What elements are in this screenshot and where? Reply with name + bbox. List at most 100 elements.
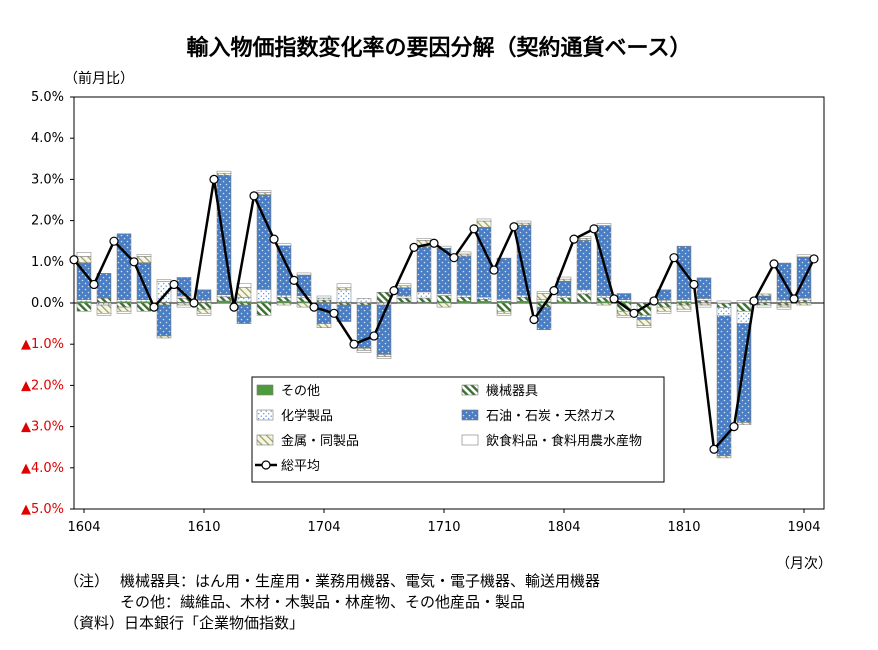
bar-chemical <box>436 293 452 296</box>
average-point <box>689 279 699 290</box>
bar-chemical <box>676 299 692 303</box>
bar-food <box>96 313 112 316</box>
bar-metal <box>276 302 292 306</box>
bar-chemical <box>456 294 472 298</box>
bar-metal <box>316 323 332 328</box>
bar-food <box>716 300 732 304</box>
average-point <box>309 302 319 312</box>
average-point <box>189 298 199 308</box>
average-point <box>249 191 259 201</box>
bar-chemical <box>196 299 212 303</box>
average-point <box>489 265 499 275</box>
y-tick-label: 1.0% <box>31 255 64 270</box>
average-point <box>469 224 479 234</box>
average-point <box>529 314 539 325</box>
legend-label-metal: 金属・同製品 <box>281 433 359 449</box>
average-point <box>349 339 359 349</box>
bar-food <box>156 279 172 282</box>
bar-petroleum <box>616 293 632 300</box>
bar-food <box>776 306 792 310</box>
bar-chemical <box>696 298 712 301</box>
bar-petroleum <box>716 315 732 457</box>
average-point <box>609 294 619 304</box>
bar-petroleum <box>156 304 172 337</box>
x-tick-label: 1904 <box>787 520 820 535</box>
bar-machinery <box>656 302 672 308</box>
average-point <box>269 234 279 244</box>
bar-machinery <box>256 302 272 316</box>
bar-metal <box>456 253 472 257</box>
bar-chemical <box>216 294 232 298</box>
bar-food <box>636 325 652 328</box>
bar-chemical <box>796 297 812 301</box>
note-other-definition: その他：繊維品、木材・木製品・林産物、その他産品・製品 <box>120 593 526 611</box>
source-note: （資料）日本銀行「企業物価指数」 <box>64 614 305 632</box>
bar-metal <box>696 302 712 306</box>
bar-food <box>376 356 392 359</box>
bar-machinery <box>676 302 692 306</box>
legend-label-average: 総平均 <box>281 459 320 474</box>
average-point <box>789 294 799 304</box>
bar-petroleum <box>236 304 252 324</box>
bar-petroleum <box>416 246 432 293</box>
bar-machinery <box>196 302 212 310</box>
bar-chemical <box>336 289 352 303</box>
bar-chemical <box>716 307 732 317</box>
legend-swatch-other <box>256 384 274 396</box>
bar-petroleum <box>556 280 572 296</box>
average-point <box>669 253 679 263</box>
bar-metal <box>756 293 772 297</box>
y-tick-label: 3.0% <box>31 172 64 187</box>
bar-chemical <box>96 302 112 306</box>
bar-machinery <box>136 302 152 312</box>
legend-swatch-metal <box>256 434 274 446</box>
y-tick-label: ▲1.0% <box>21 337 64 352</box>
bar-metal <box>196 308 212 314</box>
bar-metal <box>796 302 812 306</box>
bar-chemical <box>296 295 312 298</box>
bar-metal <box>236 287 252 298</box>
bar-petroleum <box>516 224 532 296</box>
x-tick-label: 1810 <box>667 520 700 535</box>
bar-machinery <box>216 296 232 302</box>
y-tick-label: ▲4.0% <box>21 461 64 476</box>
bar-machinery <box>456 296 472 302</box>
average-point <box>409 242 419 252</box>
bar-petroleum <box>96 273 112 299</box>
bar-machinery <box>716 303 732 308</box>
average-point <box>589 224 599 234</box>
bar-food <box>296 272 312 276</box>
bar-food <box>396 283 412 286</box>
bar-metal <box>736 422 752 425</box>
bar-chemical <box>116 299 132 303</box>
bar-other <box>216 300 232 304</box>
bar-food <box>536 291 552 294</box>
bar-machinery <box>436 295 452 303</box>
bar-food <box>696 304 712 308</box>
legend-label-chemical: 化学製品 <box>281 408 333 424</box>
bar-petroleum <box>396 287 412 297</box>
bar-petroleum <box>756 295 772 301</box>
bar-petroleum <box>496 257 512 300</box>
y-axis-unit-label: （前月比） <box>64 71 134 87</box>
average-point <box>809 254 819 264</box>
bar-machinery <box>396 297 412 303</box>
average-point <box>709 444 719 454</box>
bar-food <box>196 313 212 316</box>
bar-metal <box>356 348 372 351</box>
legend-swatch-machinery <box>461 384 479 396</box>
bar-chemical <box>736 310 752 324</box>
legend-label-petroleum: 石油・石炭・天然ガス <box>486 408 616 424</box>
bar-metal <box>496 310 512 314</box>
bar-food <box>516 220 532 224</box>
bar-metal <box>296 302 312 308</box>
legend-swatch-chemical <box>256 409 274 421</box>
bar-food <box>756 304 772 308</box>
bar-machinery <box>736 302 752 312</box>
bar-metal <box>376 354 392 357</box>
bar-metal <box>116 306 132 312</box>
bar-chemical <box>776 299 792 303</box>
legend-swatch-petroleum <box>461 409 479 421</box>
bar-chemical <box>236 297 252 303</box>
bar-food <box>676 308 692 312</box>
